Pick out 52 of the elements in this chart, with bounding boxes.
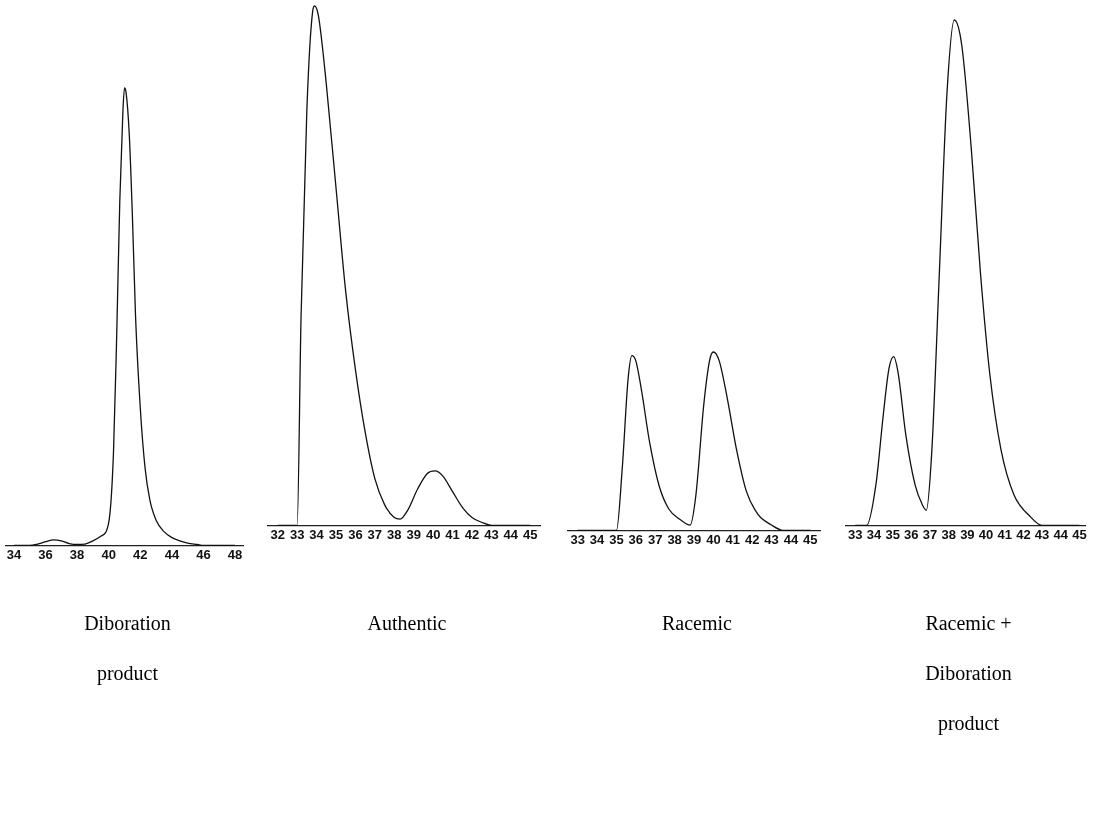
x-tick-label: 42 xyxy=(744,531,760,547)
x-tick-label: 41 xyxy=(997,526,1012,542)
x-tick-label: 43 xyxy=(1034,526,1050,542)
x-tick-label: 40 xyxy=(425,526,441,542)
x-tick-label: 35 xyxy=(609,531,624,547)
x-tick-label: 48 xyxy=(227,546,243,562)
x-tick-label: 45 xyxy=(1072,526,1087,542)
x-tick-label: 35 xyxy=(885,526,900,542)
x-tick-label: 33 xyxy=(848,526,863,542)
text: Racemic + Diboration product xyxy=(925,612,1012,734)
x-tick-label: 33 xyxy=(289,526,305,542)
x-tick-label: 36 xyxy=(628,531,644,547)
x-tick-label: 38 xyxy=(69,546,85,562)
x-tick-label: 42 xyxy=(1016,526,1031,542)
x-tick-label: 33 xyxy=(570,531,585,547)
x-tick-label: 43 xyxy=(764,531,779,547)
x-tick-label: 36 xyxy=(38,546,53,562)
x-tick-label: 39 xyxy=(960,526,975,542)
x-axis-title: Racemic xyxy=(661,611,733,636)
x-tick-label: 44 xyxy=(164,546,180,562)
x-tick-label: 45 xyxy=(803,531,818,547)
x-tick-label: 40 xyxy=(706,531,721,547)
x-tick-label: 37 xyxy=(367,526,383,542)
x-tick-label: 39 xyxy=(686,531,702,547)
text: Diboration product xyxy=(84,612,171,684)
x-tick-label: 40 xyxy=(978,526,994,542)
x-tick-label: 35 xyxy=(328,526,344,542)
x-tick-label: 44 xyxy=(1053,526,1069,542)
x-tick-label: 45 xyxy=(523,526,538,542)
x-tick-label: 36 xyxy=(904,526,919,542)
x-tick-label: 42 xyxy=(464,526,480,542)
x-tick-label: 37 xyxy=(922,526,938,542)
x-tick-label: 34 xyxy=(6,546,22,562)
x-tick-label: 46 xyxy=(196,546,211,562)
x-tick-label: 34 xyxy=(309,526,325,542)
x-tick-label: 38 xyxy=(387,526,402,542)
x-tick-label: 43 xyxy=(484,526,499,542)
x-tick-label: 44 xyxy=(783,531,799,547)
x-tick-label: 39 xyxy=(406,526,421,542)
x-tick-label: 32 xyxy=(270,526,285,542)
x-tick-label: 44 xyxy=(503,526,519,542)
x-tick-label: 37 xyxy=(648,531,663,547)
x-tick-label: 40 xyxy=(101,546,116,562)
x-tick-label: 38 xyxy=(667,531,682,547)
x-tick-label: 42 xyxy=(133,546,148,562)
x-tick-label: 36 xyxy=(348,526,363,542)
x-tick-label: 41 xyxy=(445,526,460,542)
x-tick-label: 34 xyxy=(866,526,882,542)
x-axis-title: Authentic xyxy=(366,611,448,636)
x-tick-label: 34 xyxy=(589,531,606,547)
x-tick-label: 38 xyxy=(941,526,956,542)
x-tick-label: 41 xyxy=(725,531,740,547)
